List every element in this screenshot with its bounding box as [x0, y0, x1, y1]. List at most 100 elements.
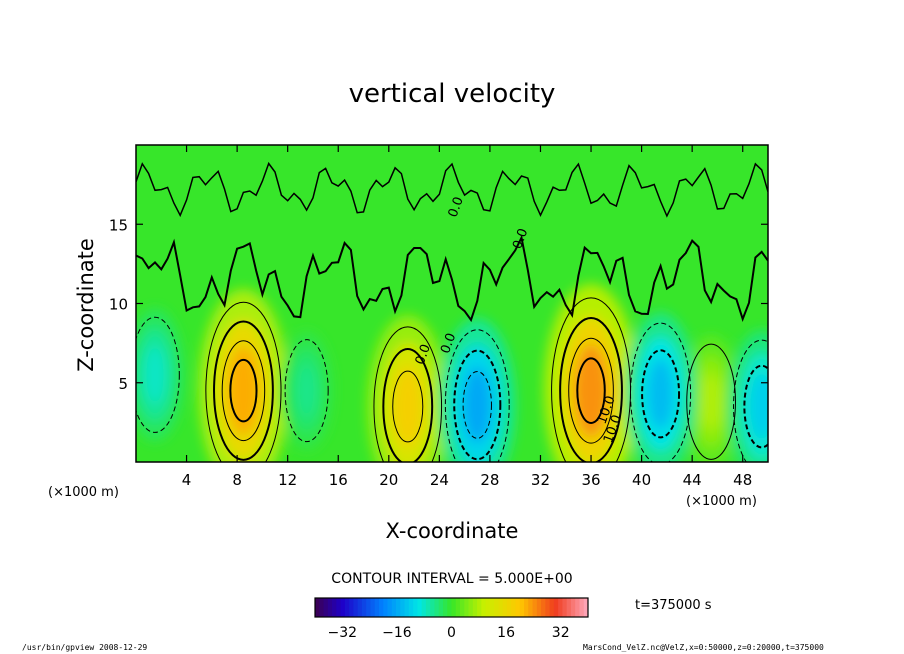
x-tick-label-6: 28 [480, 471, 499, 489]
contour-negative-7-1 [641, 349, 681, 439]
contour-lines [136, 161, 768, 462]
x-tick-label-8: 36 [581, 471, 600, 489]
x-tick-label-9: 40 [632, 471, 651, 489]
x-tick-label-11: 48 [733, 471, 752, 489]
colorbar-cell-63 [583, 598, 589, 617]
colorbar-cell-22 [408, 598, 414, 617]
contour-positive-1-1 [382, 348, 434, 462]
colorbar-cell-12 [366, 598, 371, 617]
y-axis: 5 10 15 [109, 216, 768, 393]
footer-right: MarsCond_VelZ.nc@VelZ,x=0:50000,z=0:2000… [583, 643, 824, 652]
colorbar-cell-52 [536, 598, 542, 617]
colorbar-cell-44 [502, 598, 508, 617]
contour-positive-0-3 [229, 358, 258, 423]
colorbar-cell-57 [558, 598, 563, 617]
field-blob-core-1 [393, 366, 423, 447]
colorbar-cell-5 [336, 598, 342, 617]
y-tick-label-1: 10 [109, 296, 128, 314]
colorbar-cell-0 [315, 598, 320, 617]
colorbar-cell-42 [494, 598, 499, 617]
colorbar-cell-24 [417, 598, 423, 617]
contour-positive-2-0 [551, 297, 632, 462]
colorbar-cell-4 [332, 598, 337, 617]
chart-title: vertical velocity [349, 79, 556, 109]
colorbar-cell-51 [532, 598, 538, 617]
colorbar-cell-9 [353, 598, 359, 617]
colorbar-cell-34 [460, 598, 465, 617]
y-tick-label-0: 5 [118, 375, 128, 393]
colorbar-tick-label-1: −16 [382, 625, 412, 641]
colorbar-tick-label-0: −32 [328, 625, 358, 641]
x-tick-label-2: 12 [278, 471, 297, 489]
colorbar-cell-13 [370, 598, 376, 617]
colorbar-cell-2 [323, 598, 329, 617]
contour-positive-1-2 [392, 370, 424, 443]
contour-positive-1-0 [373, 326, 443, 462]
x-tick-label-5: 24 [430, 471, 449, 489]
colorbar-cell-19 [396, 598, 401, 617]
colorbar-cell-46 [511, 598, 516, 617]
colorbar-cell-29 [438, 598, 444, 617]
colorbar-cell-39 [481, 598, 487, 617]
contour-positive-3-0 [686, 343, 736, 460]
contour-negative-6-0 [444, 329, 510, 462]
x-axis: 4 8 12 16 20 24 28 32 36 40 44 48 [182, 145, 752, 489]
x-axis-label: X-coordinate [386, 519, 519, 543]
colorbar-cell-20 [400, 598, 406, 617]
colorbar-cell-59 [566, 598, 572, 617]
zero-contour [136, 234, 768, 323]
colorbar-cell-53 [541, 598, 546, 617]
colorbar-cell-7 [344, 598, 350, 617]
x-unit-left: (×1000 m) [48, 485, 119, 500]
colorbar-cell-36 [468, 598, 474, 617]
contour-positive-2-3 [576, 357, 606, 424]
colorbar-cell-41 [489, 598, 495, 617]
colorbar-cell-18 [391, 598, 397, 617]
colorbar-cell-17 [387, 598, 393, 617]
colorbar-cell-16 [383, 598, 389, 617]
colorbar-cell-8 [349, 598, 354, 617]
colorbar-cell-54 [545, 598, 551, 617]
colorbar-cell-60 [570, 598, 576, 617]
colorbar-cell-47 [515, 598, 521, 617]
field-blob-core-3 [700, 372, 722, 431]
colorbar-cell-10 [357, 598, 363, 617]
colorbar-cell-49 [524, 598, 529, 617]
colorbar-cell-50 [528, 598, 534, 617]
contour-negative-5-0 [284, 339, 329, 443]
colorbar-cell-31 [447, 598, 452, 617]
colorbar-cell-37 [472, 598, 478, 617]
colorbar-cell-38 [477, 598, 482, 617]
colorbar-cell-27 [430, 598, 435, 617]
colorbar-cell-11 [361, 598, 367, 617]
contour-positive-0-1 [213, 320, 274, 461]
colorbar-cell-33 [455, 598, 461, 617]
colorbar-cell-58 [562, 598, 568, 617]
colorbar-cell-23 [413, 598, 418, 617]
contour-interval-text: CONTOUR INTERVAL = 5.000E+00 [331, 571, 572, 587]
field-blob-core-8 [749, 373, 768, 440]
contour-negative-6-2 [462, 371, 492, 439]
colorbar-cell-1 [319, 598, 325, 617]
contour-negative-6-1 [453, 349, 502, 461]
colorbar-cell-15 [378, 598, 384, 617]
contour-negative-8-0 [733, 339, 768, 462]
field-shading [136, 283, 768, 462]
zero-contour-upper [136, 161, 768, 218]
colorbar-ticks: −32 −16 0 16 32 [328, 625, 570, 641]
contour-label-1: 0.0 [438, 331, 459, 356]
colorbar-cell-43 [498, 598, 504, 617]
colorbar-cell-30 [442, 598, 448, 617]
colorbar-cell-61 [575, 598, 580, 617]
field-blob-core-5 [297, 365, 316, 417]
colorbar-cell-6 [340, 598, 346, 617]
colorbar-cell-48 [519, 598, 525, 617]
colorbar-cell-45 [506, 598, 512, 617]
contour-positive-0-0 [205, 301, 282, 462]
field-blob-core-6 [463, 367, 491, 443]
colorbar-cell-62 [579, 598, 585, 617]
time-label: t=375000 s [635, 598, 712, 613]
field-blob-core-4 [144, 346, 166, 404]
colorbar-tick-label-3: 16 [497, 625, 515, 641]
contour-label-2: 0.0 [446, 195, 467, 220]
